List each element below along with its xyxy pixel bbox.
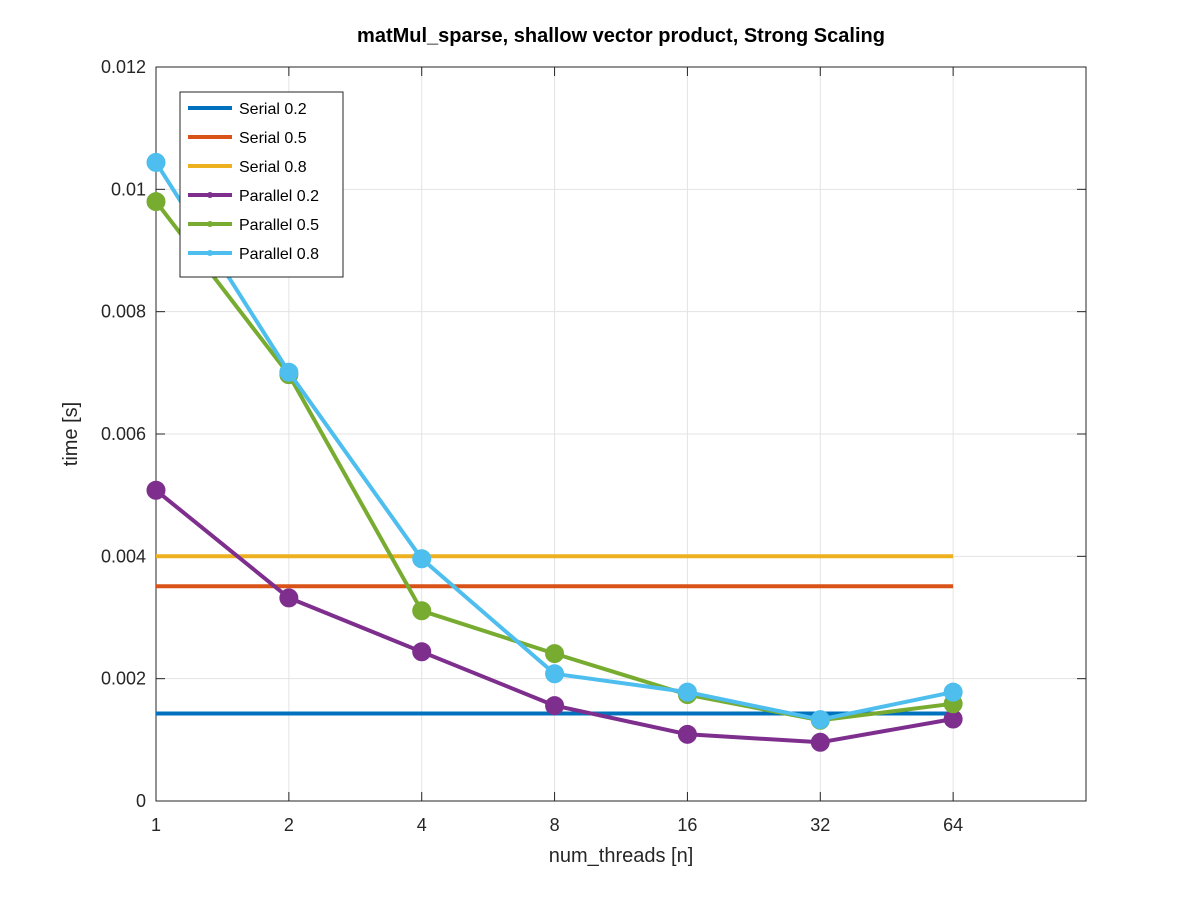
y-tick-label: 0.002 [101, 669, 146, 689]
data-point-parallel-0-8 [545, 664, 565, 684]
y-tick-label: 0.006 [101, 424, 146, 444]
data-point-parallel-0-8 [412, 549, 432, 569]
y-tick-label: 0.008 [101, 302, 146, 322]
y-axis-label: time [s] [60, 402, 82, 466]
data-point-parallel-0-5 [146, 192, 166, 212]
data-point-parallel-0-8 [677, 682, 697, 702]
legend-box [179, 91, 344, 278]
x-tick-label: 4 [417, 815, 427, 835]
x-tick-label: 32 [810, 815, 830, 835]
legend-label-serial-0-8: Serial 0.8 [239, 159, 307, 176]
chart-title: matMul_sparse, shallow vector product, S… [357, 25, 885, 47]
axis-ticks: 1 2 4 8 16 32 64 0 0.002 0.004 0.006 0.008 0.01 0.012 [101, 57, 1086, 835]
legend-label-serial-0-2: Serial 0.2 [239, 101, 307, 118]
legend-label-parallel-0-8: Parallel 0.8 [239, 246, 319, 263]
data-point-parallel-0-2 [412, 642, 432, 662]
data-point-parallel-0-2 [146, 480, 166, 500]
y-tick-label: 0 [136, 791, 146, 811]
y-tick-label: 0.004 [101, 546, 146, 566]
data-point-parallel-0-8 [146, 152, 166, 172]
data-point-parallel-0-8 [810, 710, 830, 730]
legend-marker-parallel-0-5 [207, 221, 213, 227]
x-tick-label: 64 [943, 815, 963, 835]
legend: Serial 0.2 Serial 0.5 Serial 0.8 Parallel 0… [179, 91, 344, 278]
legend-label-serial-0-5: Serial 0.5 [239, 130, 307, 147]
data-point-parallel-0-8 [279, 362, 299, 382]
data-point-parallel-0-2 [545, 696, 565, 716]
legend-marker-parallel-0-2 [207, 192, 213, 198]
y-tick-label: 0.01 [111, 179, 146, 199]
series-group [146, 152, 963, 752]
x-tick-label: 2 [284, 815, 294, 835]
data-point-parallel-0-2 [677, 724, 697, 744]
x-axis-label: num_threads [n] [549, 845, 694, 867]
legend-label-parallel-0-2: Parallel 0.2 [239, 188, 319, 205]
x-tick-label: 8 [550, 815, 560, 835]
data-point-parallel-0-8 [943, 682, 963, 702]
data-point-parallel-0-2 [810, 732, 830, 752]
x-tick-label: 1 [151, 815, 161, 835]
data-point-parallel-0-5 [545, 644, 565, 664]
data-point-parallel-0-2 [279, 588, 299, 608]
legend-label-parallel-0-5: Parallel 0.5 [239, 217, 319, 234]
x-tick-label: 16 [677, 815, 697, 835]
legend-marker-parallel-0-8 [207, 250, 213, 256]
data-point-parallel-0-5 [412, 601, 432, 621]
y-tick-label: 0.012 [101, 57, 146, 77]
